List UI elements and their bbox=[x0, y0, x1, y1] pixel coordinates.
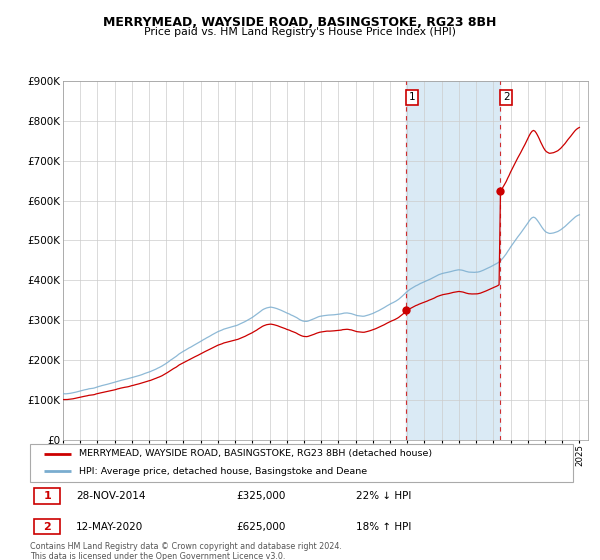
FancyBboxPatch shape bbox=[34, 488, 61, 504]
Text: £625,000: £625,000 bbox=[236, 522, 286, 531]
Text: £325,000: £325,000 bbox=[236, 491, 286, 501]
FancyBboxPatch shape bbox=[30, 444, 573, 482]
Text: Contains HM Land Registry data © Crown copyright and database right 2024.
This d: Contains HM Land Registry data © Crown c… bbox=[30, 542, 342, 560]
Text: 18% ↑ HPI: 18% ↑ HPI bbox=[356, 522, 411, 531]
Text: 2: 2 bbox=[503, 92, 509, 102]
Text: 2: 2 bbox=[44, 522, 51, 531]
Text: MERRYMEAD, WAYSIDE ROAD, BASINGSTOKE, RG23 8BH: MERRYMEAD, WAYSIDE ROAD, BASINGSTOKE, RG… bbox=[103, 16, 497, 29]
Text: 12-MAY-2020: 12-MAY-2020 bbox=[76, 522, 143, 531]
Text: 1: 1 bbox=[44, 491, 51, 501]
Text: HPI: Average price, detached house, Basingstoke and Deane: HPI: Average price, detached house, Basi… bbox=[79, 467, 367, 476]
FancyBboxPatch shape bbox=[34, 519, 61, 534]
Text: MERRYMEAD, WAYSIDE ROAD, BASINGSTOKE, RG23 8BH (detached house): MERRYMEAD, WAYSIDE ROAD, BASINGSTOKE, RG… bbox=[79, 449, 432, 458]
Bar bbox=[406, 81, 500, 440]
Text: 22% ↓ HPI: 22% ↓ HPI bbox=[356, 491, 411, 501]
Text: 1: 1 bbox=[409, 92, 416, 102]
Text: Price paid vs. HM Land Registry's House Price Index (HPI): Price paid vs. HM Land Registry's House … bbox=[144, 27, 456, 37]
Text: 28-NOV-2014: 28-NOV-2014 bbox=[76, 491, 146, 501]
